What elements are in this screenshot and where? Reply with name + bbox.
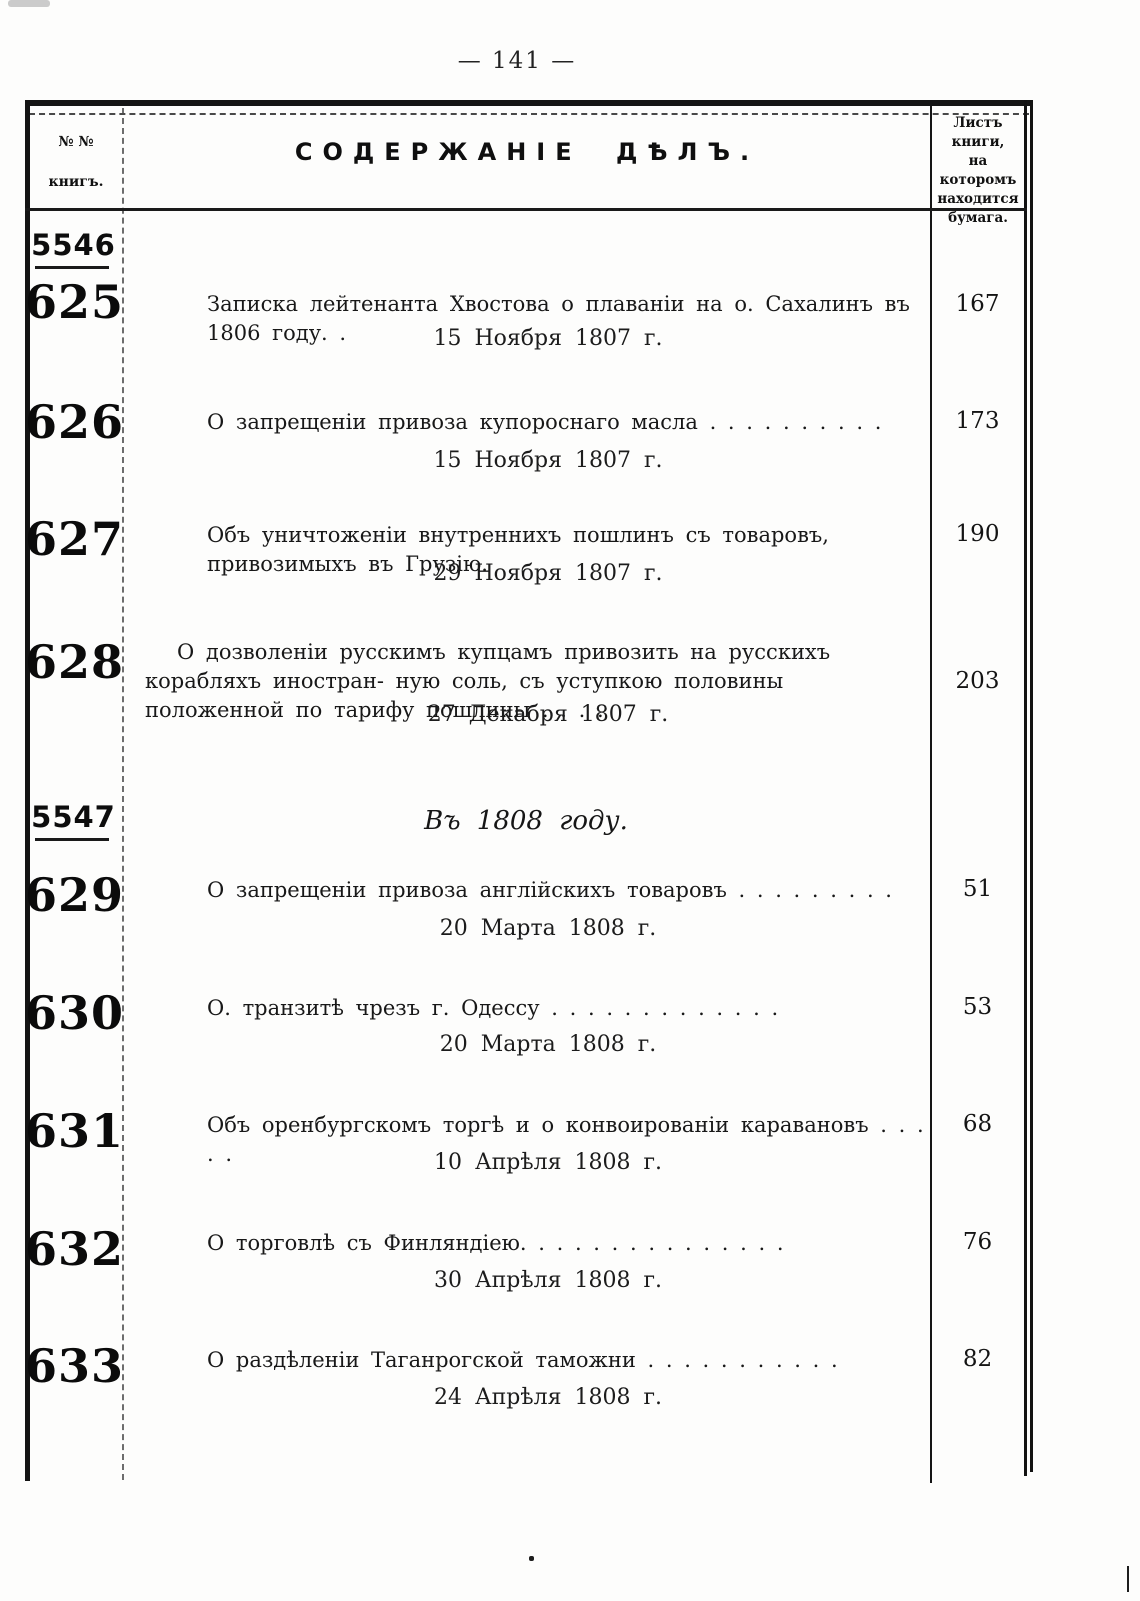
header-leaf-line: находится [937,191,1019,207]
entry-page: 51 [962,876,993,902]
table-border-top-inner [29,113,1029,115]
entry-title-block: Объ уничтоженіи внутреннихъ пошлинъ съ т… [122,521,930,579]
column-divider-right [930,106,932,1483]
scan-speck [529,1556,534,1561]
table-border-right-outer [1024,100,1027,1476]
header-leaf-line: Листъ книги, [951,115,1005,150]
header-separator [25,208,1027,211]
entry-title: О торговлѣ съ Финляндіею. . . . . . . . … [207,1231,784,1255]
entry-number: 630 [25,986,125,1040]
entry-title-block: О раздѣленіи Таганрогской таможни . . . … [122,1346,930,1375]
header-leaf-line: на которомъ [939,153,1017,188]
entry-title-block: О запрещеніи привоза англійскихъ товаров… [122,876,930,905]
entry-title: О запрещеніи привоза купороснаго масла .… [207,410,882,434]
table-border-left [25,100,30,1481]
entry-date: 27 Декабря 1807 г. [427,702,669,727]
entry-page: 53 [962,994,993,1020]
header-books-line1: № № [58,134,94,150]
book-number: 5546 [31,228,116,262]
entry-page: 203 [955,668,1000,694]
entry-title: О дозволеніи русскимъ купцамъ привозить … [145,640,831,722]
entry-page: 76 [962,1229,993,1255]
page-number: — 141 — [457,48,577,74]
entry-date: 20 Марта 1808 г. [439,916,657,941]
entry-page: 167 [955,291,1000,317]
header-contents-title: СОДЕРЖАНІЕ ДѢЛЪ. [294,138,760,166]
header-books-line2: книгъ. [48,174,104,190]
entry-page: 173 [955,408,1000,434]
entry-date: 24 Апрѣля 1808 г. [433,1385,662,1410]
column-divider-left [122,108,124,1480]
table-border-right-inner [1030,100,1033,1472]
book-number-underline [35,266,109,269]
entry-date: 29 Ноября 1807 г. [433,561,663,586]
header-leaf-line: бумага. [948,210,1008,226]
entry-number: 629 [25,868,125,922]
entry-title-block: О запрещеніи привоза купороснаго масла .… [122,408,930,437]
entry-title: Записка лейтенанта Хвостова о плаваніи н… [207,292,910,345]
entry-title-block: О торговлѣ съ Финляндіею. . . . . . . . … [122,1229,930,1258]
entry-title-block: Записка лейтенанта Хвостова о плаваніи н… [122,290,930,348]
entry-number: 628 [25,635,125,689]
entry-title: О. транзитѣ чрезъ г. Одессу . . . . . . … [207,996,779,1020]
section-heading: Въ 1808 году. [424,806,628,836]
entry-title-block: Объ оренбургскомъ торгѣ и о конвоировані… [122,1111,930,1169]
book-number: 5547 [31,800,116,834]
entry-number: 627 [25,512,125,566]
contents-table: № № книгъ. СОДЕРЖАНІЕ ДѢЛЪ. Листъ книги,… [25,100,1033,1483]
entry-date: 10 Апрѣля 1808 г. [433,1150,662,1175]
entry-title: Объ уничтоженіи внутреннихъ пошлинъ съ т… [207,523,829,576]
entry-date: 15 Ноября 1807 г. [433,326,663,351]
book-number-underline [35,838,109,841]
entry-page: 68 [962,1111,993,1137]
header-books-column: № № книгъ. [30,122,122,202]
scan-smudge [8,0,50,7]
entry-number: 626 [25,395,125,449]
scan-edge-mark [1127,1566,1129,1592]
entry-page: 190 [955,521,1000,547]
entry-date: 20 Марта 1808 г. [439,1032,657,1057]
entry-number: 625 [25,275,125,329]
entry-title: О раздѣленіи Таганрогской таможни . . . … [207,1348,838,1372]
entry-title: О запрещеніи привоза англійскихъ товаров… [207,878,892,902]
table-border-top [25,100,1033,106]
header-leaf-column: Листъ книги, на которомъ находится бумаг… [932,114,1024,228]
entry-title-block: О. транзитѣ чрезъ г. Одессу . . . . . . … [122,994,930,1023]
entry-title: Объ оренбургскомъ торгѣ и о конвоировані… [207,1113,924,1166]
entry-number: 632 [25,1222,125,1276]
entry-page: 82 [962,1346,993,1372]
entry-date: 30 Апрѣля 1808 г. [433,1268,662,1293]
entry-number: 633 [25,1339,125,1393]
entry-date: 15 Ноября 1807 г. [433,448,663,473]
entry-number: 631 [25,1104,125,1158]
entry-title-block: О дозволеніи русскимъ купцамъ привозить … [122,638,930,725]
